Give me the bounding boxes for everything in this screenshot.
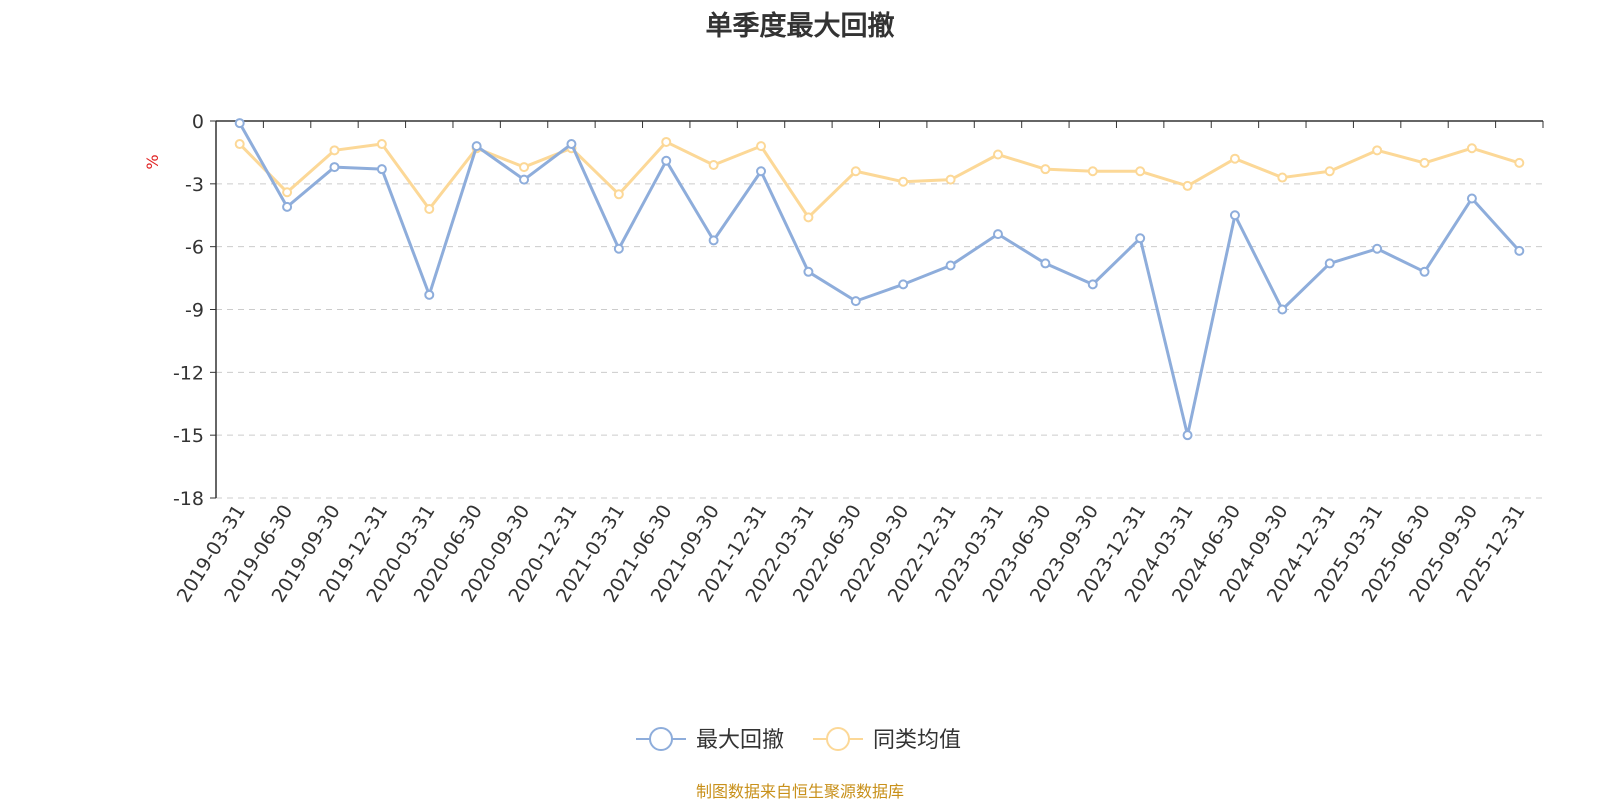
data-point	[661, 155, 672, 166]
data-point	[282, 201, 293, 212]
data-point	[424, 289, 435, 300]
y-tick-label: -15	[173, 425, 204, 447]
chart-title: 单季度最大回撤	[705, 11, 895, 42]
data-point	[1040, 164, 1051, 175]
data-point	[424, 203, 435, 214]
data-point	[898, 176, 909, 187]
data-point	[471, 141, 482, 152]
data-point	[992, 149, 1003, 160]
data-point	[708, 159, 719, 170]
legend-marker	[826, 727, 850, 751]
data-point	[992, 229, 1003, 240]
legend-label: 最大回撤	[696, 728, 784, 753]
data-point	[1087, 279, 1098, 290]
data-point	[376, 139, 387, 150]
data-point	[850, 166, 861, 177]
data-point	[1514, 245, 1525, 256]
data-point	[945, 260, 956, 271]
data-point	[376, 164, 387, 175]
y-tick-label: -9	[185, 300, 204, 322]
data-point	[1182, 180, 1193, 191]
y-axis-label: %	[143, 154, 162, 169]
data-point	[850, 296, 861, 307]
data-point	[329, 162, 340, 173]
source-note: 制图数据来自恒生聚源数据库	[695, 782, 904, 801]
data-point	[1466, 143, 1477, 154]
data-point	[1135, 233, 1146, 244]
data-point	[613, 189, 624, 200]
data-point	[282, 187, 293, 198]
data-point	[519, 162, 530, 173]
data-point	[1229, 210, 1240, 221]
data-point	[1372, 145, 1383, 156]
data-point	[898, 279, 909, 290]
data-point	[803, 212, 814, 223]
legend-marker	[649, 727, 673, 751]
data-point	[803, 266, 814, 277]
data-point	[234, 139, 245, 150]
data-point	[661, 136, 672, 147]
data-point	[1277, 172, 1288, 183]
data-point	[1277, 304, 1288, 315]
data-point	[1040, 258, 1051, 269]
data-point	[519, 174, 530, 185]
data-point	[756, 166, 767, 177]
data-point	[566, 139, 577, 150]
legend-item-1: 同类均值	[813, 727, 961, 753]
y-tick-label: -6	[185, 237, 204, 259]
y-tick-label: -3	[185, 174, 204, 196]
series-line-1	[238, 140, 1520, 219]
series-line-0	[238, 122, 1521, 437]
data-point	[756, 141, 767, 152]
legend-item-0: 最大回撤	[636, 727, 784, 753]
data-point	[234, 118, 245, 129]
data-point	[1324, 258, 1335, 269]
data-point	[1229, 153, 1240, 164]
data-point	[1419, 157, 1430, 168]
legend-label: 同类均值	[873, 728, 961, 753]
y-tick-label: -12	[173, 362, 204, 384]
data-point	[1372, 243, 1383, 254]
y-tick-label: 0	[192, 111, 204, 133]
data-point	[945, 174, 956, 185]
data-point	[1419, 266, 1430, 277]
data-point	[1324, 166, 1335, 177]
data-point	[708, 235, 719, 246]
data-point	[1135, 166, 1146, 177]
data-point	[1466, 193, 1477, 204]
data-point	[329, 145, 340, 156]
y-tick-label: -18	[173, 488, 204, 510]
data-point	[1087, 166, 1098, 177]
data-point	[1182, 430, 1193, 441]
data-point	[613, 243, 624, 254]
data-point	[1514, 157, 1525, 168]
